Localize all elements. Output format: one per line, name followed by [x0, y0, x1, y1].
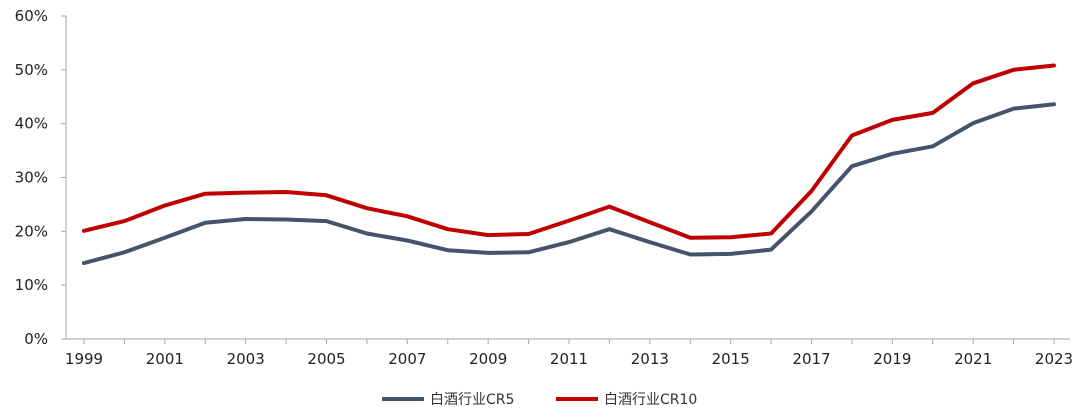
- data-point: [971, 81, 975, 85]
- legend-label-1: 白酒行业CR5: [430, 392, 514, 408]
- data-point: [82, 229, 86, 233]
- data-point: [1012, 107, 1016, 111]
- data-point: [325, 193, 328, 197]
- legend-label-2: 白酒行业CR10: [604, 392, 697, 408]
- x-tick-label: 2011: [550, 350, 588, 368]
- data-point: [1052, 64, 1056, 67]
- series-line-1: [82, 102, 1056, 266]
- y-axis: 0% 10% 20% 30% 40% 50% 60%: [15, 7, 67, 348]
- x-tick-label: 2001: [146, 350, 184, 368]
- y-tick-label: 0%: [24, 330, 48, 348]
- data-point: [244, 191, 248, 195]
- data-point: [729, 235, 733, 239]
- data-point: [850, 164, 854, 168]
- x-tick-label: 2021: [954, 350, 992, 368]
- data-point: [850, 134, 854, 137]
- x-tick-label: 2007: [388, 350, 426, 368]
- data-point: [648, 220, 652, 224]
- y-tick-label: 30%: [15, 169, 48, 187]
- data-point: [810, 209, 813, 213]
- data-point: [688, 236, 692, 240]
- y-tick-label: 20%: [15, 222, 48, 240]
- data-point: [890, 152, 894, 156]
- x-tick-label: 1999: [65, 350, 103, 368]
- data-point: [607, 205, 611, 209]
- y-tick-label: 10%: [15, 276, 48, 294]
- data-point: [122, 219, 126, 223]
- data-point: [365, 206, 369, 210]
- data-point: [527, 232, 531, 236]
- data-point: [486, 251, 490, 255]
- series-layer: [82, 63, 1056, 266]
- data-point: [405, 239, 409, 242]
- data-point: [527, 250, 531, 254]
- data-point: [244, 217, 248, 221]
- y-tick-label: 60%: [15, 7, 48, 25]
- data-point: [1012, 68, 1016, 72]
- data-point: [729, 252, 733, 256]
- x-tick-label: 2019: [873, 350, 911, 368]
- x-tick-label: 2009: [469, 350, 507, 368]
- data-point: [446, 227, 450, 231]
- data-point: [567, 240, 571, 244]
- x-tick-label: 2023: [1035, 350, 1073, 368]
- data-point: [486, 233, 490, 237]
- data-point: [203, 192, 207, 196]
- data-point: [688, 253, 692, 256]
- data-point: [122, 250, 126, 254]
- legend: 白酒行业CR5 白酒行业CR10: [382, 392, 697, 408]
- data-point: [82, 261, 86, 265]
- data-point: [890, 118, 894, 122]
- x-tick-label: 2015: [712, 350, 750, 368]
- data-point: [931, 144, 935, 148]
- data-point: [203, 221, 207, 225]
- y-tick-label: 50%: [15, 61, 48, 79]
- x-tick-label: 2005: [307, 350, 345, 368]
- data-point: [446, 248, 450, 252]
- data-point: [365, 232, 369, 235]
- data-point: [284, 190, 288, 194]
- data-point: [648, 240, 652, 244]
- data-point: [607, 227, 611, 231]
- data-point: [284, 218, 288, 221]
- data-point: [931, 111, 935, 115]
- x-tick-label: 2013: [631, 350, 669, 368]
- data-point: [163, 204, 167, 207]
- data-point: [163, 236, 167, 240]
- data-point: [567, 219, 571, 223]
- data-point: [325, 219, 328, 223]
- x-axis: 1999 2001 2003 2005 2007 2009 2011 2013 2015 2017…: [65, 338, 1073, 368]
- data-point: [769, 248, 773, 252]
- y-tick-label: 40%: [15, 115, 48, 133]
- data-point: [769, 232, 773, 235]
- data-point: [971, 121, 975, 125]
- x-tick-label: 2017: [792, 350, 830, 368]
- data-point: [1052, 102, 1056, 106]
- x-tick-label: 2003: [227, 350, 265, 368]
- data-point: [405, 214, 409, 218]
- data-point: [810, 189, 813, 193]
